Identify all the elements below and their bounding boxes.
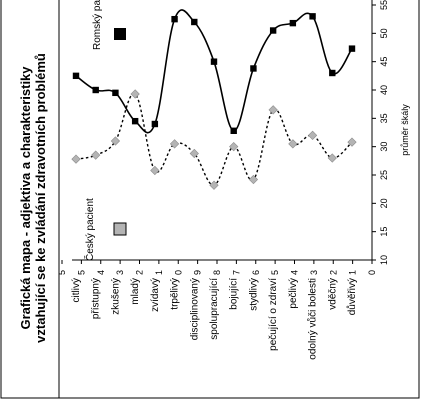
- y-tick-label: 10: [379, 255, 389, 265]
- x-tick-label: 5: [76, 270, 86, 275]
- category-label: přístupný: [91, 278, 102, 319]
- data-point: [93, 87, 99, 93]
- legend-label-czech: Český pacient: [83, 198, 96, 261]
- data-point: [309, 13, 315, 19]
- x-tick-label: 0: [367, 270, 377, 275]
- category-label: zkušený: [110, 278, 121, 315]
- category-label: stydlivý: [248, 278, 259, 311]
- y-tick-label: 55: [379, 0, 389, 10]
- category-label: spolupracující: [209, 278, 220, 340]
- y-axis-label: průměr škály: [400, 104, 410, 156]
- x-tick-label: 2: [135, 270, 145, 275]
- category-label: pečující o zdraví: [268, 278, 279, 351]
- legend-swatch-roma: [114, 28, 126, 40]
- x-tick-label: 0: [173, 270, 183, 275]
- chart-subtitle: vztahující se ke zvládání zdravotních pr…: [33, 53, 48, 343]
- data-point: [73, 73, 79, 79]
- data-point: [231, 128, 237, 134]
- x-tick-label: 5: [57, 270, 67, 275]
- data-point: [270, 27, 276, 33]
- category-label: důvěřivý: [346, 278, 358, 315]
- category-label: trpělivý: [170, 278, 181, 310]
- category-label: odolný vůči bolesti: [307, 278, 319, 360]
- data-point: [171, 16, 177, 22]
- category-label: zvídavý: [150, 278, 161, 312]
- y-tick-label: 40: [379, 85, 389, 95]
- legend-label-roma: Romský pacient: [92, 0, 103, 50]
- legend-swatch-czech: [114, 223, 126, 235]
- chart-title: Grafická mapa - adjektiva a charakterist…: [18, 66, 33, 330]
- y-tick-label: 45: [379, 57, 389, 67]
- category-label: vděčný: [327, 278, 338, 310]
- y-tick-label: 25: [379, 170, 389, 180]
- x-tick-label: 4: [96, 270, 106, 275]
- y-tick-label: 50: [379, 28, 389, 38]
- y-tick-label: 35: [379, 113, 389, 123]
- y-tick-label: 30: [379, 142, 389, 152]
- x-tick-label: 6: [251, 270, 261, 275]
- category-label: mladý: [130, 278, 141, 305]
- category-label: bojující: [229, 278, 240, 310]
- data-point: [349, 45, 355, 51]
- data-point: [112, 90, 118, 96]
- y-tick-label: 20: [379, 198, 389, 208]
- y-tick-label: 15: [379, 227, 389, 237]
- x-tick-label: 9: [193, 270, 203, 275]
- data-point: [132, 118, 138, 124]
- x-tick-label: 4: [290, 270, 300, 275]
- data-point: [211, 58, 217, 64]
- x-tick-label: 1: [348, 270, 358, 275]
- x-tick-label: 7: [231, 270, 241, 275]
- category-label: disciplinovaný: [189, 278, 200, 340]
- x-tick-label: 5: [270, 270, 280, 275]
- data-point: [250, 65, 256, 71]
- data-point: [290, 20, 296, 26]
- x-tick-label: 3: [309, 270, 319, 275]
- x-tick-label: 1: [154, 270, 164, 275]
- data-point: [152, 121, 158, 127]
- category-label: citlivý: [71, 278, 82, 302]
- data-point: [191, 19, 197, 25]
- data-point: [329, 70, 335, 76]
- x-tick-label: 2: [328, 270, 338, 275]
- category-label: pečlivý: [288, 278, 299, 309]
- x-tick-label: 3: [115, 270, 125, 275]
- x-tick-label: 8: [212, 270, 222, 275]
